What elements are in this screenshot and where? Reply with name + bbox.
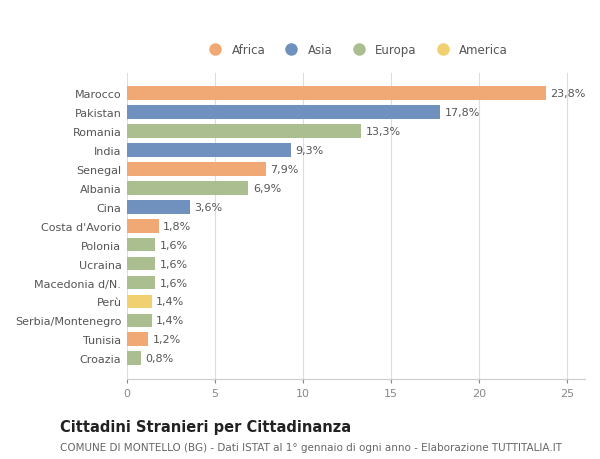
Bar — [127, 201, 190, 214]
Text: 1,8%: 1,8% — [163, 221, 191, 231]
Text: 1,4%: 1,4% — [156, 297, 184, 307]
Text: 7,9%: 7,9% — [271, 165, 299, 174]
Text: 6,9%: 6,9% — [253, 184, 281, 194]
Bar — [127, 144, 290, 157]
Text: 1,6%: 1,6% — [160, 278, 188, 288]
Bar — [127, 333, 148, 347]
Bar — [127, 314, 152, 327]
Text: 1,2%: 1,2% — [152, 335, 181, 345]
Bar — [127, 87, 546, 101]
Text: 1,4%: 1,4% — [156, 316, 184, 326]
Bar — [127, 257, 155, 271]
Text: 0,8%: 0,8% — [145, 353, 173, 364]
Bar — [127, 125, 361, 139]
Bar — [127, 295, 152, 308]
Bar — [127, 238, 155, 252]
Text: 17,8%: 17,8% — [445, 108, 480, 118]
Text: 1,6%: 1,6% — [160, 240, 188, 250]
Text: Cittadini Stranieri per Cittadinanza: Cittadini Stranieri per Cittadinanza — [60, 419, 351, 434]
Text: 23,8%: 23,8% — [550, 89, 586, 99]
Text: COMUNE DI MONTELLO (BG) - Dati ISTAT al 1° gennaio di ogni anno - Elaborazione T: COMUNE DI MONTELLO (BG) - Dati ISTAT al … — [60, 442, 562, 452]
Bar — [127, 182, 248, 195]
Text: 3,6%: 3,6% — [194, 202, 223, 213]
Legend: Africa, Asia, Europa, America: Africa, Asia, Europa, America — [199, 39, 513, 62]
Bar — [127, 276, 155, 290]
Bar — [127, 106, 440, 120]
Bar — [127, 219, 158, 233]
Text: 9,3%: 9,3% — [295, 146, 323, 156]
Bar — [127, 352, 141, 365]
Bar — [127, 163, 266, 176]
Text: 1,6%: 1,6% — [160, 259, 188, 269]
Text: 13,3%: 13,3% — [365, 127, 401, 137]
